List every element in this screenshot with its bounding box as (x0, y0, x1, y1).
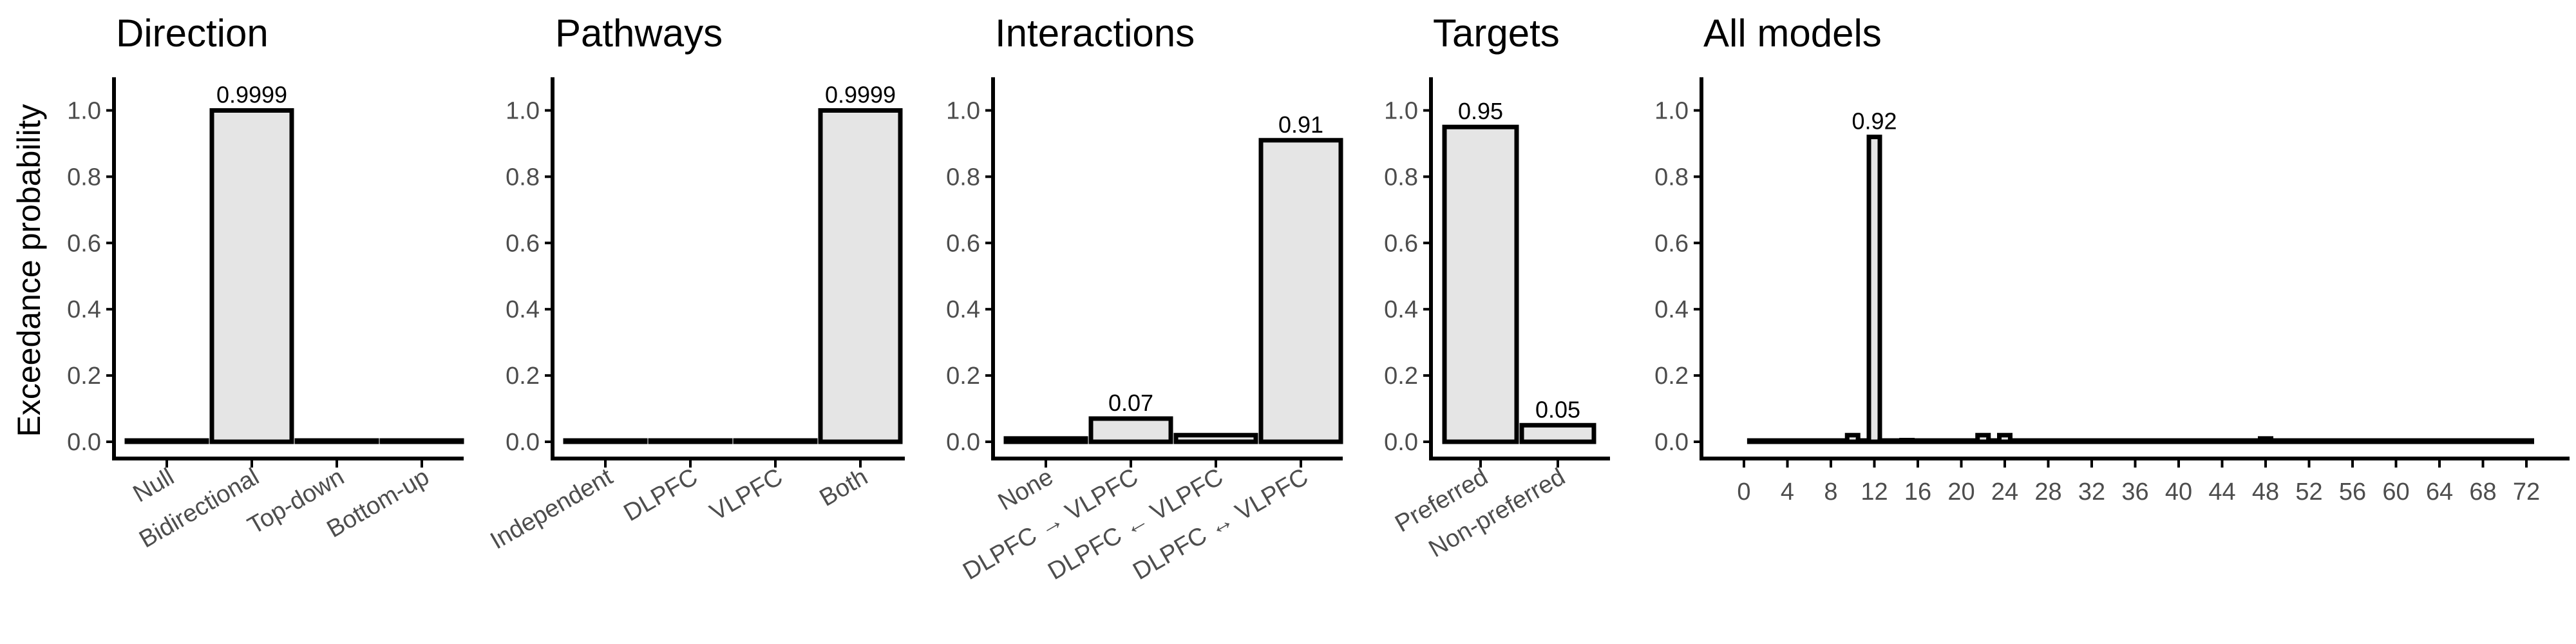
x-tick-label: 24 (1991, 478, 2018, 506)
y-tick-label: 0.2 (506, 363, 540, 390)
bar (1258, 138, 1343, 444)
panel-title: Interactions (995, 12, 1195, 55)
panel-title: All models (1703, 12, 1882, 55)
y-tick-label: 0.4 (506, 296, 540, 323)
y-tick-label: 0.6 (67, 230, 101, 257)
x-tick-label: 16 (1904, 478, 1931, 506)
x-tick-label: 48 (2252, 478, 2279, 506)
bar (648, 438, 733, 444)
y-tick-label: 0.2 (1384, 363, 1418, 390)
y-tick-label: 0.4 (1384, 296, 1418, 323)
bar (1003, 436, 1088, 444)
y-tick-label: 0.0 (67, 429, 101, 456)
bar (1866, 135, 1882, 444)
bar (2519, 438, 2534, 444)
x-tick-label: 8 (1824, 478, 1837, 506)
bar (1519, 422, 1596, 444)
data-label: 0.07 (1108, 390, 1153, 416)
bar (294, 438, 379, 444)
y-tick-label: 0.8 (506, 164, 540, 191)
x-tick-label: 44 (2208, 478, 2235, 506)
y-tick-label: 1.0 (946, 97, 980, 124)
x-tick-label: None (994, 463, 1058, 516)
y-tick-label: 0.6 (1654, 230, 1689, 257)
x-tick-label: 56 (2339, 478, 2366, 506)
x-tick-label: Both (815, 463, 873, 511)
data-label: 0.92 (1852, 108, 1897, 135)
y-tick-label: 0.0 (1384, 429, 1418, 456)
panel-title: Pathways (555, 12, 723, 55)
x-tick-label: 28 (2034, 478, 2061, 506)
x-tick-label: 60 (2382, 478, 2409, 506)
x-tick-label: 4 (1781, 478, 1794, 506)
y-tick-label: 0.4 (1654, 296, 1689, 323)
bar (1173, 433, 1258, 444)
y-tick-label: 0.8 (1654, 164, 1689, 191)
x-tick-label: 72 (2513, 478, 2540, 506)
y-axis-label: Exceedance probability (11, 104, 47, 437)
bar (124, 438, 209, 444)
x-tick-label: 20 (1947, 478, 1975, 506)
data-label: 0.9999 (216, 82, 287, 108)
bar (1442, 124, 1519, 444)
y-tick-label: 1.0 (67, 97, 101, 124)
x-tick-label: 68 (2469, 478, 2496, 506)
y-tick-label: 0.4 (67, 296, 101, 323)
x-tick-label: Null (129, 463, 179, 507)
y-tick-label: 0.6 (1384, 230, 1418, 257)
data-label: 0.05 (1535, 396, 1580, 422)
panel-title: Direction (116, 12, 269, 55)
data-label: 0.95 (1458, 98, 1503, 124)
y-tick-label: 0.8 (67, 164, 101, 191)
y-tick-label: 0.6 (946, 230, 980, 257)
y-tick-label: 1.0 (506, 97, 540, 124)
panel-title: Targets (1433, 12, 1560, 55)
bar (1088, 416, 1173, 444)
x-tick-label: 40 (2165, 478, 2192, 506)
data-label: 0.9999 (825, 82, 896, 108)
bar (563, 438, 648, 444)
x-tick-label: DLPFC (620, 463, 703, 527)
x-tick-label: Independent (486, 463, 617, 554)
bar (733, 438, 818, 444)
x-tick-label: 12 (1861, 478, 1888, 506)
y-tick-label: 0.8 (946, 164, 980, 191)
bar (209, 108, 294, 444)
x-tick-label: VLPFC (705, 463, 787, 526)
x-tick-label: 0 (1737, 478, 1750, 506)
x-tick-label: 52 (2295, 478, 2322, 506)
y-tick-label: 1.0 (1384, 97, 1418, 124)
y-tick-label: 0.2 (946, 363, 980, 390)
y-tick-label: 0.8 (1384, 164, 1418, 191)
bar (379, 438, 464, 444)
y-tick-label: 0.4 (946, 296, 980, 323)
y-tick-label: 1.0 (1654, 97, 1689, 124)
y-tick-label: 0.2 (67, 363, 101, 390)
y-tick-label: 0.0 (506, 429, 540, 456)
y-tick-label: 0.0 (1654, 429, 1689, 456)
data-label: 0.91 (1278, 111, 1323, 138)
y-tick-label: 0.0 (946, 429, 980, 456)
bar (818, 108, 903, 444)
x-tick-label: 64 (2426, 478, 2453, 506)
x-tick-label: 36 (2121, 478, 2148, 506)
y-tick-label: 0.6 (506, 230, 540, 257)
x-tick-label: 32 (2078, 478, 2105, 506)
y-tick-label: 0.2 (1654, 363, 1689, 390)
